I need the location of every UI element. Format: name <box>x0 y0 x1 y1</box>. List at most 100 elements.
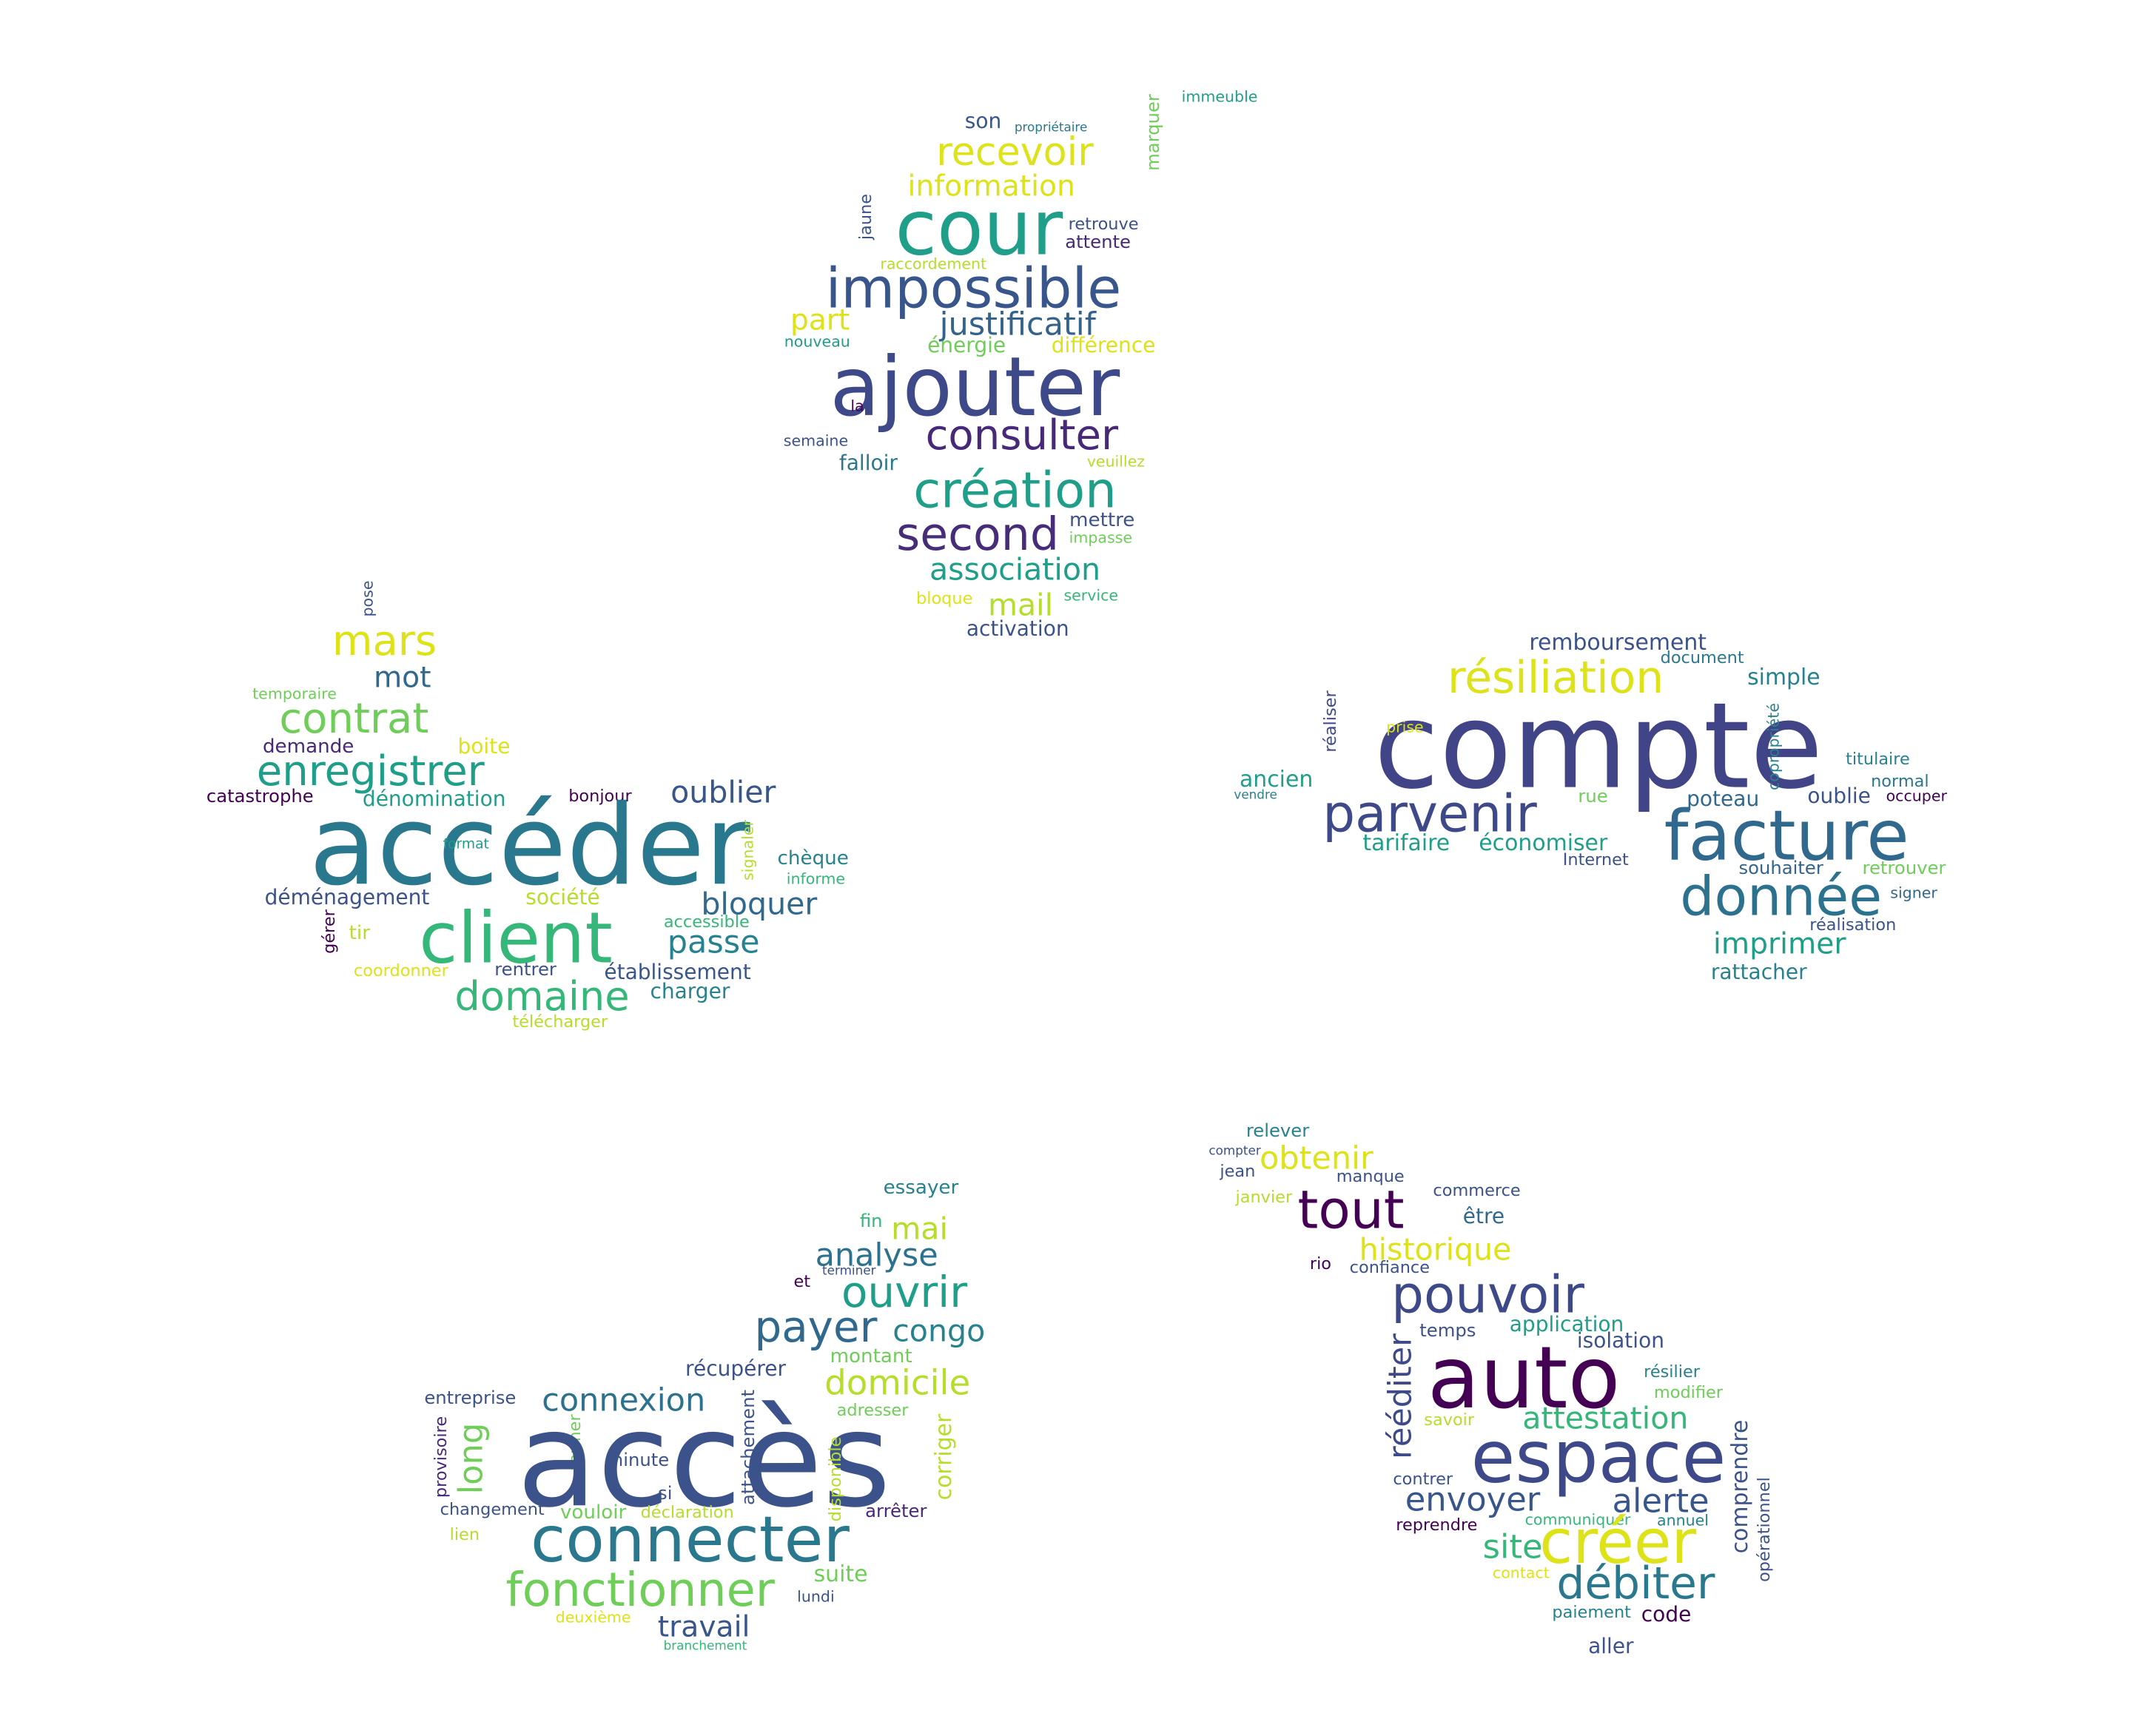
cloud-word: débiter <box>1556 1558 1715 1610</box>
cloud-word: signer <box>1890 884 1937 902</box>
cloud-word: savoir <box>1424 1410 1475 1430</box>
cloud-word: réalisation <box>1809 915 1897 935</box>
cloud-word: fonctionner <box>505 1562 775 1618</box>
cloud-word: enregistrer <box>256 747 485 795</box>
cloud-word: congo <box>892 1313 986 1349</box>
cloud-word: bonjour <box>568 787 632 807</box>
cloud-word: format <box>443 836 489 852</box>
cloud-word: mettre <box>1069 508 1135 531</box>
cloud-word: lundi <box>797 1587 835 1606</box>
cloud-word: minute <box>605 1449 670 1471</box>
cloud-word: ajouter <box>830 340 1120 435</box>
cloud-word: opérationnel <box>1755 1476 1775 1582</box>
cloud-word: facture <box>1664 795 1909 877</box>
cloud-word: immeuble <box>1181 87 1258 106</box>
cloud-word: historique <box>1359 1231 1512 1268</box>
cloud-word: compter <box>1208 1143 1261 1158</box>
cloud-word: communiquer <box>1524 1510 1631 1529</box>
cloud-word: domicile <box>824 1364 971 1404</box>
cloud-word: contact <box>1492 1564 1550 1583</box>
cloud-word: récupérer <box>685 1356 787 1381</box>
cloud-word: espace <box>1470 1415 1727 1499</box>
cloud-word: cour <box>895 184 1063 273</box>
cloud-word: veuillez <box>1086 452 1146 471</box>
cloud-word: prise <box>1386 718 1424 736</box>
cloud-word: impossible <box>825 256 1122 321</box>
cloud-word: poteau <box>1687 786 1760 811</box>
cloud-word: activation <box>966 616 1069 642</box>
cloud-word: part <box>790 303 850 337</box>
cloud-word: bloque <box>916 588 973 608</box>
cloud-word: demande <box>262 735 354 758</box>
cloud-word: remboursement <box>1529 629 1707 656</box>
cloud-word: falloir <box>838 450 898 475</box>
cloud-word: nouveau <box>784 332 850 351</box>
cloud-word: impasse <box>1069 528 1133 547</box>
cloud-word: informe <box>786 870 846 889</box>
cloud-word: donnée <box>1680 865 1883 929</box>
cloud-word: manque <box>1336 1166 1405 1186</box>
cloud-word: coordonner <box>353 960 448 980</box>
cloud-word: jean <box>1220 1161 1256 1181</box>
cloud-word: la <box>850 397 864 416</box>
cloud-word: semaine <box>783 431 849 450</box>
cloud-word: propriétaire <box>1014 119 1088 135</box>
cloud-word: montant <box>830 1345 912 1367</box>
cloud-word: raccordement <box>880 255 987 273</box>
cloud-word: simple <box>1747 664 1820 690</box>
cloud-word: connexion <box>542 1382 706 1419</box>
cloud-word: attestation <box>1522 1400 1689 1436</box>
cloud-word: relever <box>1245 1120 1310 1142</box>
cloud-word: imprimer <box>1713 927 1846 961</box>
cloud-word: dénomination <box>362 786 506 811</box>
cloud-word: être <box>1462 1204 1505 1229</box>
cloud-word: modifier <box>1653 1382 1723 1402</box>
cloud-word: déménagement <box>264 884 430 909</box>
cloud-word: boite <box>457 733 511 758</box>
cloud-word: oublier <box>670 774 776 810</box>
cloud-word: connecter <box>531 1502 850 1577</box>
cloud-word: tarifaire <box>1362 830 1450 856</box>
cloud-word: tout <box>1297 1179 1405 1241</box>
cloud-word: économiser <box>1479 830 1608 856</box>
cloud-word: énergie <box>927 333 1006 358</box>
cloud-word: adresser <box>836 1400 909 1420</box>
cloud-word: bloquer <box>701 886 818 922</box>
cloud-word: recevoir <box>936 129 1094 175</box>
cloud-word: mail <box>987 587 1053 623</box>
cloud-word: pouvoir <box>1391 1265 1584 1325</box>
cloud-word: accessible <box>663 912 750 932</box>
cloud-word: lien <box>449 1524 480 1544</box>
cloud-word: analyse <box>815 1237 938 1274</box>
cloud-word: résiliation <box>1447 653 1664 704</box>
cloud-word: titulaire <box>1846 749 1910 769</box>
cloud-word: document <box>1660 648 1744 668</box>
cloud-word: paiement <box>1552 1602 1631 1622</box>
cloud-word: accéder <box>309 781 750 910</box>
cloud-word: isolation <box>1576 1328 1664 1353</box>
cloud-word: mai <box>891 1211 948 1247</box>
cloud-word: créer <box>1539 1507 1697 1578</box>
cloud-word: mot <box>373 660 431 694</box>
cloud-word: reprendre <box>1396 1515 1478 1535</box>
cloud-word: accès <box>517 1383 891 1537</box>
cloud-word: retrouver <box>1862 857 1946 879</box>
cloud-word: ouvrir <box>841 1267 968 1318</box>
cloud-word: deuxième <box>555 1608 631 1626</box>
cloud-word: code <box>1641 1602 1692 1627</box>
cloud-word: rentrer <box>494 958 557 980</box>
cloud-word: ancien <box>1239 766 1314 793</box>
cloud-word: tir <box>349 922 370 945</box>
cloud-word: auto <box>1427 1328 1621 1428</box>
cloud-word: compte <box>1374 676 1823 815</box>
cloud-word: établissement <box>604 959 751 984</box>
cloud-word: rééditer <box>1382 1333 1419 1460</box>
cloud-word: contrer <box>1393 1470 1453 1490</box>
cloud-word: changement <box>440 1500 545 1520</box>
cloud-word: information <box>907 169 1075 203</box>
